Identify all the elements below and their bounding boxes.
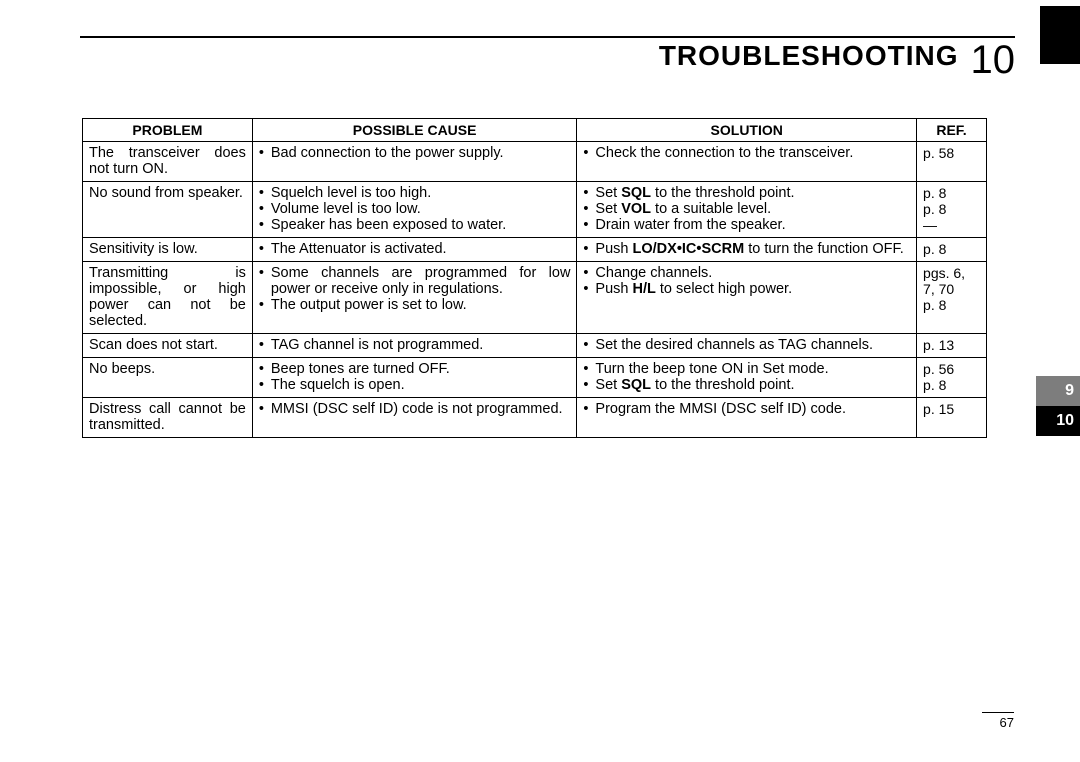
cell-solution: •Change channels.•Push H/L to select hig…: [577, 262, 917, 334]
cell-cause: •Bad connection to the power supply.: [252, 142, 577, 182]
cell-ref: p. 58: [917, 142, 987, 182]
cell-cause: •Some channels are programmed for low po…: [252, 262, 577, 334]
cell-problem: Transmitting is impossible, or high powe…: [83, 262, 253, 334]
cell-cause: •MMSI (DSC self ID) code is not programm…: [252, 398, 577, 438]
cell-cause: •Squelch level is too high.•Volume level…: [252, 182, 577, 238]
table-row: No sound from speaker.•Squelch level is …: [83, 182, 987, 238]
cell-ref: p. 56p. 8: [917, 358, 987, 398]
page-number: 67: [982, 712, 1014, 730]
cell-cause: •The Attenuator is activated.: [252, 238, 577, 262]
cell-solution: •Turn the beep tone ON in Set mode.•Set …: [577, 358, 917, 398]
cell-cause: •TAG channel is not programmed.: [252, 334, 577, 358]
table-row: No beeps.•Beep tones are turned OFF.•The…: [83, 358, 987, 398]
cell-solution: •Set SQL to the threshold point.•Set VOL…: [577, 182, 917, 238]
side-tabs: 9 10: [1036, 376, 1080, 436]
cell-problem: Scan does not start.: [83, 334, 253, 358]
col-header-ref: REF.: [917, 119, 987, 142]
top-right-tab-block: [1040, 6, 1080, 64]
side-tab-ten: 10: [1036, 406, 1080, 436]
cell-ref: p. 13: [917, 334, 987, 358]
cell-problem: No sound from speaker.: [83, 182, 253, 238]
cell-solution: •Set the desired channels as TAG channel…: [577, 334, 917, 358]
page-container: TROUBLESHOOTING 10 PROBLEM POSSIBLE CAUS…: [0, 0, 1080, 762]
side-tab-nine: 9: [1036, 376, 1080, 406]
title-row: TROUBLESHOOTING 10: [80, 36, 1015, 84]
cell-cause: •Beep tones are turned OFF.•The squelch …: [252, 358, 577, 398]
table-row: Scan does not start.•TAG channel is not …: [83, 334, 987, 358]
col-header-solution: SOLUTION: [577, 119, 917, 142]
col-header-problem: PROBLEM: [83, 119, 253, 142]
cell-problem: The transceiver does not turn ON.: [83, 142, 253, 182]
col-header-cause: POSSIBLE CAUSE: [252, 119, 577, 142]
table-row: Distress call cannot be transmitted.•MMS…: [83, 398, 987, 438]
page-title: TROUBLESHOOTING: [659, 40, 959, 72]
cell-problem: Sensitivity is low.: [83, 238, 253, 262]
troubleshooting-table-wrapper: PROBLEM POSSIBLE CAUSE SOLUTION REF. The…: [82, 118, 987, 438]
cell-problem: No beeps.: [83, 358, 253, 398]
chapter-number: 10: [971, 40, 1016, 80]
cell-solution: •Program the MMSI (DSC self ID) code.: [577, 398, 917, 438]
cell-ref: pgs. 6, 7, 70p. 8: [917, 262, 987, 334]
table-row: Sensitivity is low.•The Attenuator is ac…: [83, 238, 987, 262]
table-row: Transmitting is impossible, or high powe…: [83, 262, 987, 334]
cell-ref: p. 15: [917, 398, 987, 438]
cell-solution: •Push LO/DX•IC•SCRM to turn the function…: [577, 238, 917, 262]
cell-ref: p. 8p. 8—: [917, 182, 987, 238]
troubleshooting-table: PROBLEM POSSIBLE CAUSE SOLUTION REF. The…: [82, 118, 987, 438]
cell-ref: p. 8: [917, 238, 987, 262]
cell-solution: •Check the connection to the transceiver…: [577, 142, 917, 182]
cell-problem: Distress call cannot be transmitted.: [83, 398, 253, 438]
table-row: The transceiver does not turn ON.•Bad co…: [83, 142, 987, 182]
table-header-row: PROBLEM POSSIBLE CAUSE SOLUTION REF.: [83, 119, 987, 142]
